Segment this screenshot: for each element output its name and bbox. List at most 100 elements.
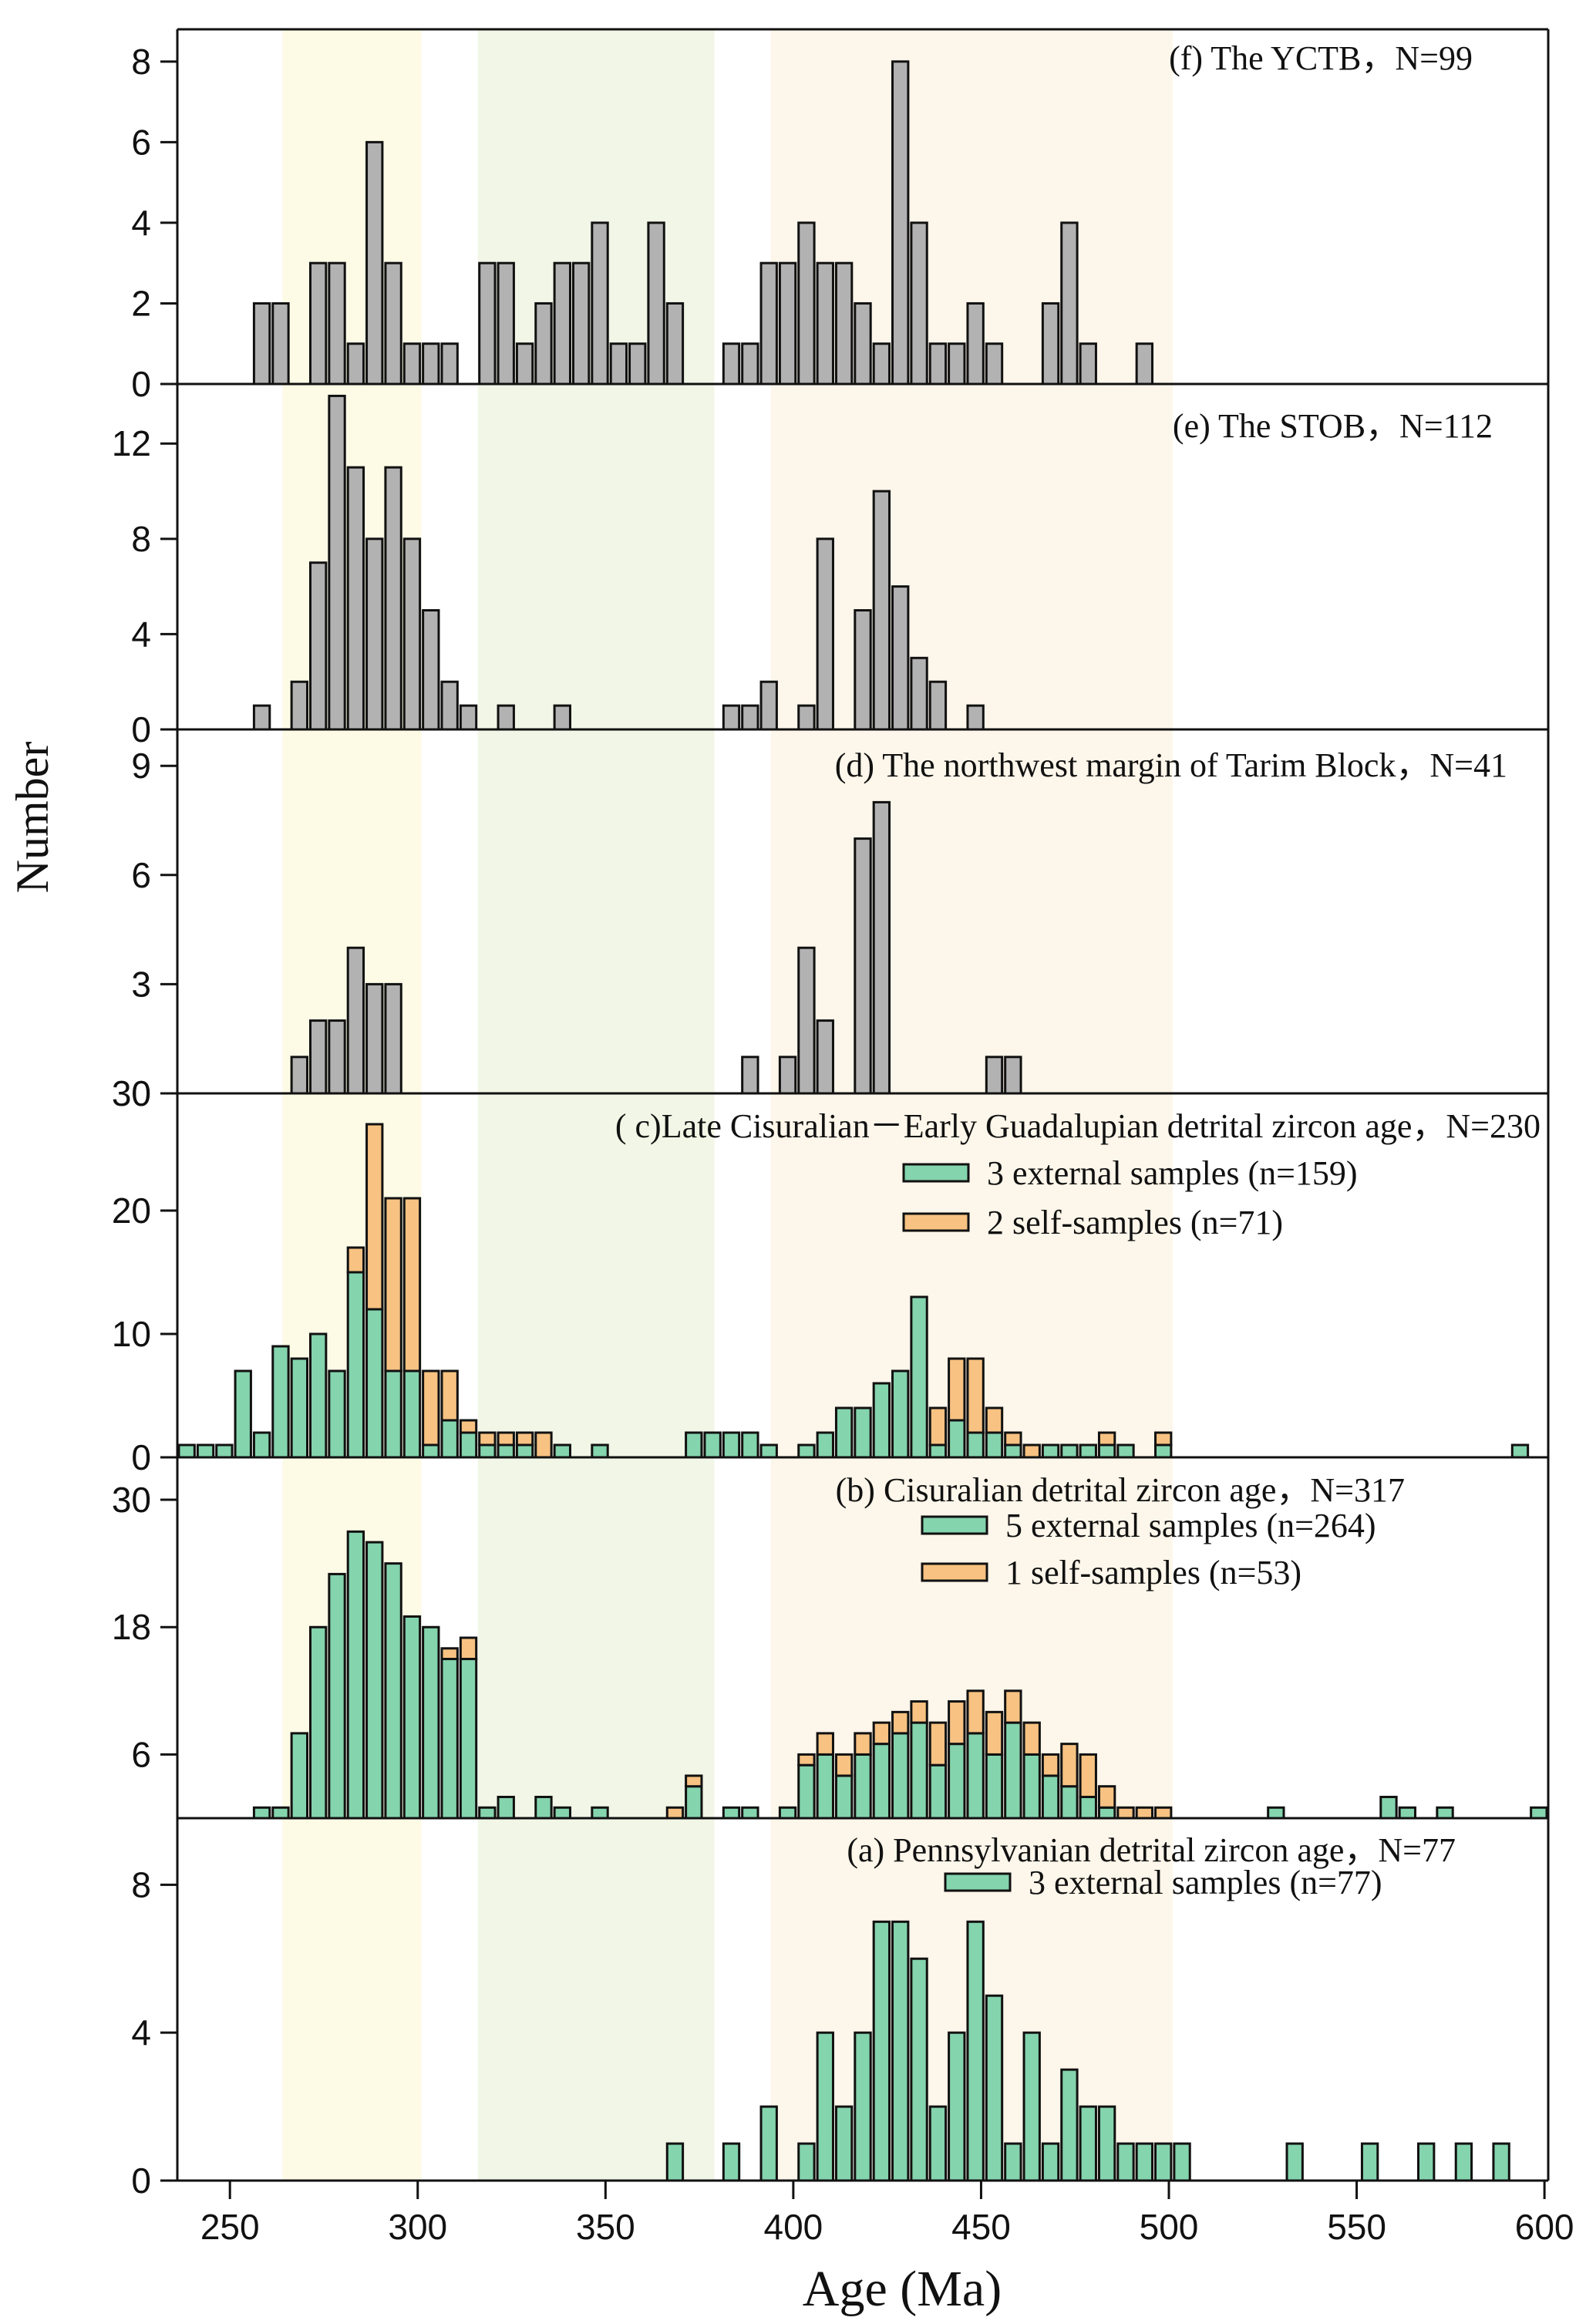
- bar-c-external: [384, 1369, 402, 1459]
- bar-e-grey: [252, 704, 271, 731]
- bar-a-external: [759, 2105, 778, 2182]
- bar-b-external: [1060, 1785, 1079, 1820]
- bar-c-self: [1004, 1431, 1022, 1447]
- y-tick-label: 8: [131, 519, 151, 559]
- bar-c-self: [985, 1406, 1004, 1434]
- bar-f-grey: [928, 342, 948, 386]
- y-tick-label: 0: [131, 364, 151, 404]
- panel-title-b: (b) Cisuralian detrital zircon age，N=317: [836, 1471, 1405, 1509]
- y-tick-label: 3: [131, 964, 151, 1004]
- bar-b-external: [1379, 1795, 1398, 1820]
- bar-d-grey: [816, 1019, 834, 1095]
- bar-f-grey: [328, 261, 346, 386]
- bar-a-external: [834, 2105, 854, 2182]
- bar-a-external: [1173, 2142, 1191, 2182]
- bar-a-external: [1022, 2031, 1041, 2182]
- bar-f-grey: [985, 342, 1004, 386]
- bar-e-grey: [759, 680, 778, 731]
- bar-b-self: [665, 1806, 685, 1820]
- panel-title-c: ( c)Late Cisuralian－Early Guadalupian de…: [615, 1107, 1541, 1145]
- bar-a-external: [985, 1994, 1004, 2182]
- bar-c-external: [797, 1443, 816, 1459]
- bar-c-external: [703, 1431, 722, 1459]
- bar-c-external: [177, 1443, 196, 1459]
- bar-b-self: [854, 1732, 872, 1756]
- bar-b-external: [497, 1795, 515, 1820]
- bar-c-external: [215, 1443, 234, 1459]
- bar-f-grey: [1135, 342, 1154, 386]
- bar-f-grey: [497, 261, 515, 386]
- panel-title-f: (f) The YCTB，N=99: [1169, 39, 1473, 77]
- bar-c-self: [966, 1357, 985, 1434]
- bar-c-external: [553, 1443, 571, 1459]
- x-tick-label: 250: [200, 2207, 260, 2247]
- bar-e-grey: [422, 609, 440, 731]
- bar-a-external: [1041, 2142, 1060, 2182]
- panel-title-e: (e) The STOB，N=112: [1173, 407, 1493, 445]
- y-tick-label: 8: [131, 42, 151, 82]
- bar-b-external: [252, 1806, 271, 1820]
- legend-label: 5 external samples (n=264): [1005, 1507, 1376, 1544]
- bar-a-external: [1492, 2142, 1510, 2182]
- bar-c-external: [891, 1369, 910, 1459]
- bar-b-self: [1154, 1806, 1173, 1820]
- bar-c-self: [365, 1123, 384, 1311]
- bar-b-self: [948, 1700, 966, 1746]
- bar-b-self: [1135, 1806, 1154, 1820]
- bar-c-self: [928, 1406, 948, 1447]
- bar-b-external: [346, 1530, 365, 1820]
- bar-b-external: [402, 1615, 422, 1820]
- bar-e-grey: [402, 537, 422, 731]
- x-tick-label: 300: [388, 2207, 447, 2247]
- bar-c-external: [308, 1332, 328, 1459]
- panel-a: (a) Pennsylvanian detrital zircon age，N=…: [665, 1831, 1510, 2182]
- bar-f-grey: [1060, 221, 1079, 386]
- bar-e-grey: [797, 704, 816, 731]
- bar-b-self: [1004, 1689, 1022, 1724]
- bar-f-grey: [440, 342, 459, 386]
- bar-b-external: [741, 1806, 759, 1820]
- bar-a-external: [891, 1920, 910, 2182]
- bar-c-self: [384, 1197, 402, 1373]
- bar-f-grey: [966, 301, 985, 386]
- bar-c-external: [1510, 1443, 1530, 1459]
- bar-e-grey: [872, 490, 891, 731]
- panel-f: (f) The YCTB，N=99: [252, 39, 1473, 386]
- bar-b-self: [1022, 1721, 1041, 1756]
- bar-c-self: [1154, 1431, 1173, 1447]
- bar-b-self: [872, 1721, 891, 1746]
- y-tick-label: 30: [112, 1480, 151, 1520]
- bar-b-external: [928, 1763, 948, 1820]
- panel-title-d: (d) The northwest margin of Tarim Block，…: [835, 746, 1507, 784]
- bar-d-grey: [346, 946, 365, 1095]
- bar-b-external: [422, 1625, 440, 1820]
- bar-c-external: [478, 1443, 497, 1459]
- bar-b-external: [1004, 1721, 1022, 1820]
- y-tick-label: 6: [131, 122, 151, 162]
- bar-e-grey: [910, 656, 928, 731]
- y-tick-label: 6: [131, 855, 151, 895]
- y-tick-label: 10: [112, 1314, 151, 1354]
- bar-f-grey: [628, 342, 647, 386]
- y-tick-label: 0: [131, 2161, 151, 2201]
- y-tick-label: 0: [131, 709, 151, 749]
- bar-c-external: [741, 1431, 759, 1459]
- bar-f-grey: [515, 342, 534, 386]
- bar-e-grey: [290, 680, 308, 731]
- bar-c-external: [872, 1382, 891, 1459]
- bar-c-external: [459, 1431, 478, 1459]
- panel-c: ( c)Late Cisuralian－Early Guadalupian de…: [177, 1107, 1541, 1459]
- bar-a-external: [722, 2142, 741, 2182]
- highlight-bands: [282, 29, 1173, 2181]
- bar-b-external: [1436, 1806, 1454, 1820]
- bar-b-external: [459, 1658, 478, 1820]
- bar-b-self: [1041, 1753, 1060, 1777]
- bar-e-grey: [328, 394, 346, 731]
- bar-c-external: [196, 1443, 215, 1459]
- highlight-band-3: [770, 29, 1173, 2181]
- bar-c-external: [1041, 1443, 1060, 1459]
- bar-f-grey: [365, 140, 384, 386]
- bar-a-external: [1004, 2142, 1022, 2182]
- bar-e-grey: [722, 704, 741, 731]
- bar-c-external: [759, 1443, 778, 1459]
